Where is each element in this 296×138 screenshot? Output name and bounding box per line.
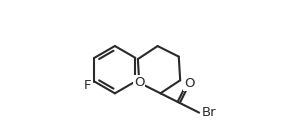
Text: Br: Br [202,106,217,119]
Text: F: F [84,79,92,92]
Text: O: O [184,77,195,90]
Text: O: O [134,76,144,89]
